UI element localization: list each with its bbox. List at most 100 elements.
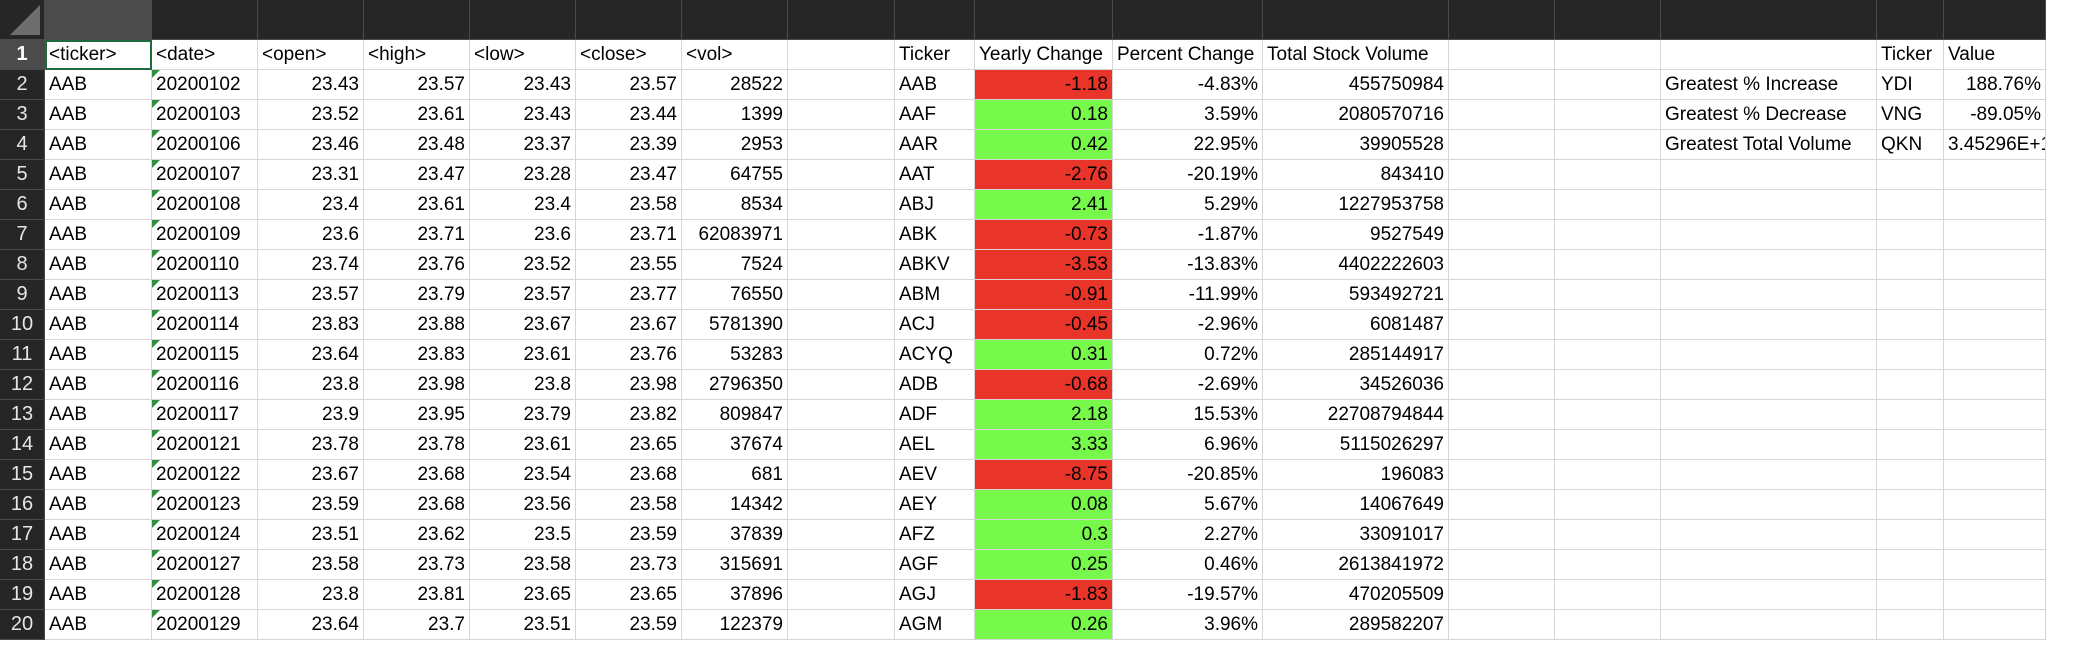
cell-n4[interactable] [1555,130,1661,160]
cell-a17[interactable]: AAB [45,520,152,550]
cell-q20[interactable] [1944,610,2046,640]
cell-h2[interactable] [788,70,895,100]
cell-o4[interactable]: Greatest Total Volume [1661,130,1877,160]
cell-b6[interactable]: 20200108 [152,190,258,220]
cell-a3[interactable]: AAB [45,100,152,130]
cell-j12[interactable]: -0.68 [975,370,1113,400]
cell-l1[interactable]: Total Stock Volume [1263,40,1449,70]
cell-c13[interactable]: 23.9 [258,400,364,430]
cell-d9[interactable]: 23.79 [364,280,470,310]
cell-q10[interactable] [1944,310,2046,340]
cell-e4[interactable]: 23.37 [470,130,576,160]
column-header-l[interactable] [1263,0,1449,40]
cell-i10[interactable]: ACJ [895,310,975,340]
cell-o11[interactable] [1661,340,1877,370]
column-header-b[interactable] [152,0,258,40]
cell-p16[interactable] [1877,490,1944,520]
cell-q2[interactable]: 188.76% [1944,70,2046,100]
cell-c17[interactable]: 23.51 [258,520,364,550]
cell-i3[interactable]: AAF [895,100,975,130]
row-header-1[interactable]: 1 [0,40,45,70]
cell-g1[interactable]: <vol> [682,40,788,70]
cell-o1[interactable] [1661,40,1877,70]
cell-e7[interactable]: 23.6 [470,220,576,250]
cell-e13[interactable]: 23.79 [470,400,576,430]
row-header-20[interactable]: 20 [0,610,45,640]
cell-q9[interactable] [1944,280,2046,310]
cell-p13[interactable] [1877,400,1944,430]
cell-f4[interactable]: 23.39 [576,130,682,160]
cell-o16[interactable] [1661,490,1877,520]
cell-b19[interactable]: 20200128 [152,580,258,610]
cell-p4[interactable]: QKN [1877,130,1944,160]
cell-i9[interactable]: ABM [895,280,975,310]
cell-h17[interactable] [788,520,895,550]
row-header-5[interactable]: 5 [0,160,45,190]
row-header-6[interactable]: 6 [0,190,45,220]
cell-e6[interactable]: 23.4 [470,190,576,220]
cell-a6[interactable]: AAB [45,190,152,220]
cell-f12[interactable]: 23.98 [576,370,682,400]
cell-n10[interactable] [1555,310,1661,340]
cell-c14[interactable]: 23.78 [258,430,364,460]
cell-f16[interactable]: 23.58 [576,490,682,520]
row-header-10[interactable]: 10 [0,310,45,340]
cell-d6[interactable]: 23.61 [364,190,470,220]
cell-k19[interactable]: -19.57% [1113,580,1263,610]
cell-i15[interactable]: AEV [895,460,975,490]
cell-h5[interactable] [788,160,895,190]
cell-m15[interactable] [1449,460,1555,490]
cell-m19[interactable] [1449,580,1555,610]
cell-f15[interactable]: 23.68 [576,460,682,490]
cell-j5[interactable]: -2.76 [975,160,1113,190]
cell-a5[interactable]: AAB [45,160,152,190]
cell-b2[interactable]: 20200102 [152,70,258,100]
cell-k20[interactable]: 3.96% [1113,610,1263,640]
cell-f5[interactable]: 23.47 [576,160,682,190]
cell-i2[interactable]: AAB [895,70,975,100]
cell-p10[interactable] [1877,310,1944,340]
cell-b5[interactable]: 20200107 [152,160,258,190]
cell-e2[interactable]: 23.43 [470,70,576,100]
column-header-m[interactable] [1449,0,1555,40]
cell-q13[interactable] [1944,400,2046,430]
cell-l12[interactable]: 34526036 [1263,370,1449,400]
row-header-15[interactable]: 15 [0,460,45,490]
column-header-j[interactable] [975,0,1113,40]
cell-p20[interactable] [1877,610,1944,640]
cell-m12[interactable] [1449,370,1555,400]
cell-e15[interactable]: 23.54 [470,460,576,490]
row-header-14[interactable]: 14 [0,430,45,460]
cell-o10[interactable] [1661,310,1877,340]
cell-i14[interactable]: AEL [895,430,975,460]
cell-a7[interactable]: AAB [45,220,152,250]
cell-l3[interactable]: 2080570716 [1263,100,1449,130]
cell-d1[interactable]: <high> [364,40,470,70]
cell-q18[interactable] [1944,550,2046,580]
cell-j15[interactable]: -8.75 [975,460,1113,490]
cell-o19[interactable] [1661,580,1877,610]
cell-b10[interactable]: 20200114 [152,310,258,340]
column-header-i[interactable] [895,0,975,40]
cell-m14[interactable] [1449,430,1555,460]
cell-k8[interactable]: -13.83% [1113,250,1263,280]
cell-d19[interactable]: 23.81 [364,580,470,610]
cell-l10[interactable]: 6081487 [1263,310,1449,340]
cell-n5[interactable] [1555,160,1661,190]
cell-c18[interactable]: 23.58 [258,550,364,580]
row-header-11[interactable]: 11 [0,340,45,370]
cell-o8[interactable] [1661,250,1877,280]
cell-k13[interactable]: 15.53% [1113,400,1263,430]
cell-m20[interactable] [1449,610,1555,640]
cell-m16[interactable] [1449,490,1555,520]
cell-d3[interactable]: 23.61 [364,100,470,130]
cell-k7[interactable]: -1.87% [1113,220,1263,250]
cell-a1[interactable]: <ticker> [45,40,152,70]
cell-d11[interactable]: 23.83 [364,340,470,370]
cell-p6[interactable] [1877,190,1944,220]
cell-h9[interactable] [788,280,895,310]
row-header-12[interactable]: 12 [0,370,45,400]
cell-p5[interactable] [1877,160,1944,190]
cell-g11[interactable]: 53283 [682,340,788,370]
cell-e16[interactable]: 23.56 [470,490,576,520]
